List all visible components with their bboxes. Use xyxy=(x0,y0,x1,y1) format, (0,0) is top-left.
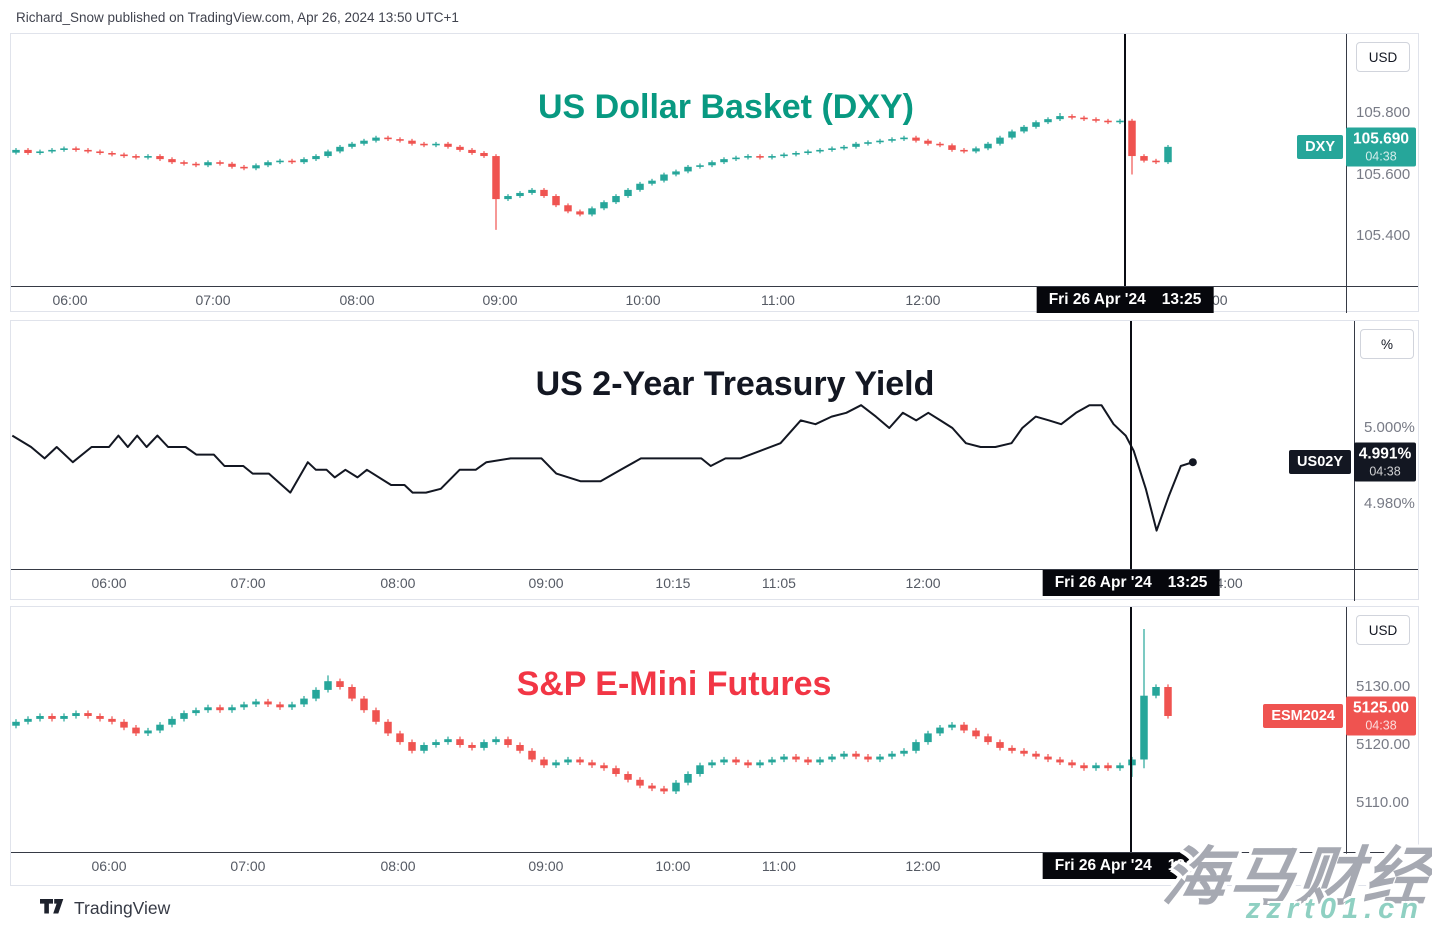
crosshair-line xyxy=(1130,607,1133,852)
symbol-badge: DXY xyxy=(1297,134,1343,159)
crosshair-date-badge: Fri 26 Apr '24 13:25 xyxy=(1036,287,1214,313)
crosshair-time: 13:25 xyxy=(1167,857,1208,874)
crosshair-time: 13:25 xyxy=(1161,291,1202,308)
price-axis-line[interactable] xyxy=(1346,34,1347,313)
symbol-badge: ESM2024 xyxy=(1263,703,1343,728)
plot-area[interactable] xyxy=(11,321,1354,569)
time-tick-label: 11:00 xyxy=(761,858,796,874)
tradingview-logo-icon[interactable] xyxy=(40,899,64,919)
series-svg xyxy=(12,628,1172,795)
tradingview-brand-text[interactable]: TradingView xyxy=(74,898,171,918)
price-tick-label: 5120.00 xyxy=(1356,736,1411,753)
price-badge: 5125.00 04:38 xyxy=(1346,696,1416,736)
time-tick-label: 08:00 xyxy=(339,292,375,308)
price-tick-label: 105.600 xyxy=(1356,165,1411,183)
countdown-timer: 04:38 xyxy=(1365,718,1397,733)
crosshair-line xyxy=(1130,321,1133,569)
price-tick-label: 5110.00 xyxy=(1356,794,1410,811)
price-tick-label: 5.000% xyxy=(1364,419,1415,436)
series-svg xyxy=(11,404,1197,532)
time-tick-label: 09:00 xyxy=(528,575,564,591)
time-tick-label: 12:00 xyxy=(905,858,941,874)
time-tick-label: 09:00 xyxy=(482,292,518,308)
crosshair-line xyxy=(1124,34,1127,286)
time-tick-label: 08:00 xyxy=(380,575,416,591)
panel-title-us02y: US 2-Year Treasury Yield xyxy=(535,365,935,404)
time-tick-label: 12:00 xyxy=(905,292,941,308)
symbol-badge: US02Y xyxy=(1289,450,1351,475)
time-tick-label: 11:00 xyxy=(760,292,795,308)
crosshair-date-badge: Fri 26 Apr '24 13:25 xyxy=(1042,853,1220,879)
last-price-value: 4.991% xyxy=(1358,445,1412,463)
time-tick-label: 12:00 xyxy=(905,575,941,591)
currency-unit-button[interactable]: USD xyxy=(1356,42,1410,72)
crosshair-date-badge: Fri 26 Apr '24 13:25 xyxy=(1042,570,1220,596)
price-tick-label: 5130.00 xyxy=(1356,677,1411,695)
time-tick-label: 10:15 xyxy=(655,575,691,591)
time-tick-label: 10:00 xyxy=(655,858,691,874)
time-tick-label: 09:00 xyxy=(528,858,564,874)
time-tick-label: 07:00 xyxy=(230,858,266,874)
crosshair-time: 13:25 xyxy=(1167,574,1208,591)
last-price-value: 5125.00 xyxy=(1352,699,1410,717)
time-axis-line[interactable] xyxy=(11,569,1418,570)
time-tick-label: 10:00 xyxy=(625,292,661,308)
percent-unit-button[interactable]: % xyxy=(1360,329,1414,359)
plot-area[interactable] xyxy=(11,34,1346,286)
watermark-url-text: zzrt01.cn xyxy=(1245,893,1424,925)
chart-panel-dxy: US Dollar Basket (DXY) USD 105.800 105.60… xyxy=(10,33,1419,313)
panel-title-esm2024: S&P E-Mini Futures xyxy=(516,665,832,704)
price-axis-line[interactable] xyxy=(1346,607,1347,887)
countdown-timer: 04:38 xyxy=(1369,464,1401,479)
last-price-value: 105.690 xyxy=(1352,130,1410,148)
price-tick-label: 105.800 xyxy=(1356,104,1411,121)
countdown-timer: 04:38 xyxy=(1365,149,1397,164)
crosshair-date: Fri 26 Apr '24 xyxy=(1048,291,1146,308)
price-tick-label: 105.400 xyxy=(1356,227,1411,244)
time-tick-label: 11:05 xyxy=(761,575,796,591)
chart-panel-us02y: US 2-Year Treasury Yield % 5.000% 4.980% 0… xyxy=(10,320,1419,601)
price-badge: 105.690 04:38 xyxy=(1346,127,1416,167)
plot-area[interactable] xyxy=(11,607,1346,852)
time-axis-line[interactable] xyxy=(11,286,1418,287)
crosshair-date: Fri 26 Apr '24 xyxy=(1054,574,1152,591)
time-tick-label: 07:00 xyxy=(195,292,231,308)
time-tick-label: 06:00 xyxy=(91,575,127,591)
currency-unit-button[interactable]: USD xyxy=(1356,615,1410,645)
attribution-text: Richard_Snow published on TradingView.co… xyxy=(16,10,459,25)
crosshair-date: Fri 26 Apr '24 xyxy=(1054,857,1152,874)
price-badge: 4.991% 04:38 xyxy=(1354,442,1416,482)
time-tick-label: 06:00 xyxy=(91,858,127,874)
time-tick-label: 06:00 xyxy=(52,292,88,308)
time-tick-label: 07:00 xyxy=(230,575,266,591)
time-axis-line[interactable] xyxy=(11,852,1418,853)
time-tick-label: 4:00 xyxy=(1215,575,1243,591)
chart-panel-esm2024: S&P E-Mini Futures USD 5130.00 5120.00 511… xyxy=(10,606,1419,887)
price-tick-label: 4.980% xyxy=(1364,494,1415,512)
time-tick-label: 08:00 xyxy=(380,858,416,874)
panel-title-dxy: US Dollar Basket (DXY) xyxy=(538,88,914,127)
series-svg xyxy=(12,113,1172,230)
